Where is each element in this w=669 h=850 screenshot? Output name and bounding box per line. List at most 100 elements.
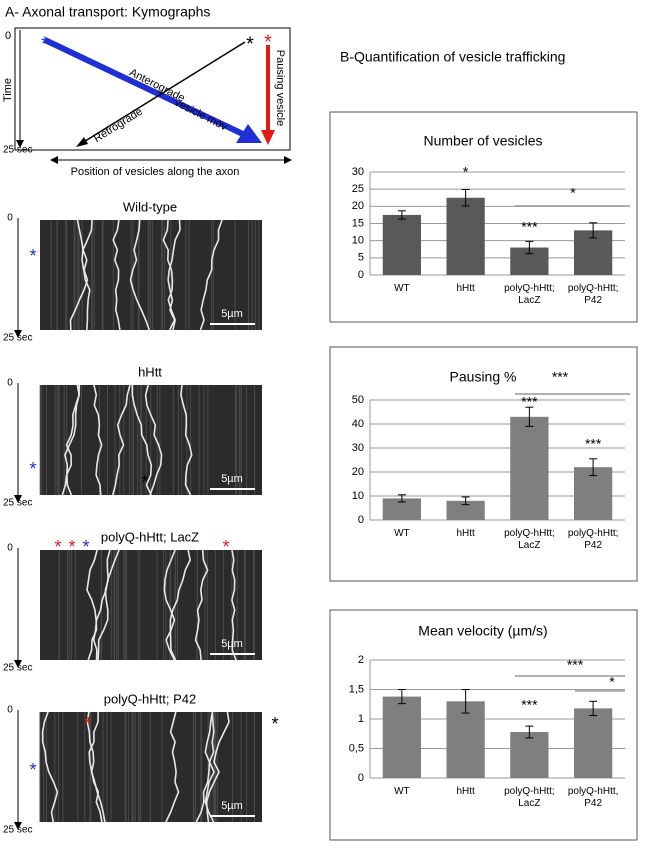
time-start: 0 [5, 30, 11, 42]
kymo-track [93, 384, 103, 496]
kymo-track [199, 219, 223, 331]
chart-box [329, 346, 638, 582]
bar [382, 214, 421, 275]
y-tick-label: 1 [358, 713, 364, 725]
kymo-track [194, 549, 209, 661]
chart-box [329, 111, 638, 323]
arrowhead [50, 156, 58, 164]
marker: * [264, 31, 272, 53]
y-tick-label: 30 [352, 166, 364, 178]
arrowhead [76, 137, 88, 147]
marker: * [68, 537, 75, 557]
schematic-box [14, 27, 291, 151]
marker: * [29, 246, 36, 266]
scale-label: 5µm [221, 308, 243, 320]
marker: * [271, 714, 278, 734]
kymograph [40, 550, 262, 660]
time-start: 0 [7, 705, 13, 716]
marker: * [222, 537, 229, 557]
y-tick-label: 40 [352, 418, 364, 430]
time-label: Time [2, 78, 14, 102]
kymo-track [112, 219, 121, 331]
time-end: 25 sec [3, 145, 32, 156]
y-tick-label: 1,5 [349, 683, 364, 695]
movement-label: vesicle mov [172, 97, 229, 134]
chart-title: Pausing % [450, 369, 517, 385]
kymo-track [167, 219, 181, 331]
annotation: * [570, 185, 576, 201]
annotation: *** [521, 697, 538, 713]
annotation: *** [585, 436, 602, 452]
x-tick-label: WT [394, 786, 410, 797]
time-end: 25 sec [3, 498, 32, 509]
marker: * [29, 760, 36, 780]
time-end: 25 sec [3, 663, 32, 674]
kymo-track [195, 711, 215, 823]
annotation: *** [521, 219, 538, 235]
marker: * [141, 472, 148, 492]
y-tick-label: 0,5 [349, 742, 364, 754]
annotation: *** [521, 394, 538, 410]
panel-b-title: B-Quantification of vesicle trafficking [340, 49, 565, 65]
x-tick-label: polyQ-hHtt; P42 [567, 283, 619, 306]
x-tick-label: WT [394, 528, 410, 539]
scale-label: 5µm [221, 638, 243, 650]
marker: * [41, 33, 49, 55]
arrowhead [14, 822, 22, 830]
bar [574, 708, 613, 778]
kymo-track [162, 219, 177, 331]
kymo-track [131, 385, 153, 496]
arrowhead [284, 156, 292, 164]
arrowhead [14, 330, 22, 338]
kymo-track [64, 384, 81, 496]
x-tick-label: hHtt [456, 528, 475, 539]
marker: * [82, 537, 89, 557]
kymo-track [169, 549, 192, 661]
retrograde-arrow [81, 41, 246, 144]
y-tick-label: 0 [358, 772, 364, 784]
x-tick-label: polyQ-hHtt, P42 [567, 786, 619, 809]
y-tick-label: 10 [352, 235, 364, 247]
time-start: 0 [7, 378, 13, 389]
kymo-track [165, 711, 180, 823]
annotation: * [463, 164, 469, 180]
y-tick-label: 25 [352, 183, 364, 195]
x-tick-label: hHtt [456, 786, 475, 797]
arrowhead [236, 124, 262, 143]
kymo-track [129, 219, 151, 331]
bar [510, 731, 549, 778]
panel-a-title: A- Axonal transport: Kymographs [5, 4, 210, 20]
kymo-track [92, 549, 120, 661]
kymo-track [180, 384, 193, 496]
chart-title: Number of vesicles [423, 133, 542, 149]
y-tick-label: 0 [358, 514, 364, 526]
kymograph-label: Wild-type [123, 199, 177, 214]
kymo-track [112, 384, 131, 496]
arrowhead [14, 495, 22, 503]
x-tick-label: polyQ-hHtt; LacZ [504, 528, 555, 551]
chart-title: Mean velocity (µm/s) [418, 623, 547, 639]
bar [446, 701, 485, 778]
scale-label: 5µm [221, 473, 243, 485]
y-tick-label: 50 [352, 394, 364, 406]
time-end: 25 sec [3, 333, 32, 344]
bar [510, 416, 549, 520]
kymo-track [204, 711, 215, 823]
y-tick-label: 20 [352, 466, 364, 478]
kymograph-label: polyQ-hHtt; P42 [104, 691, 197, 706]
bar [382, 498, 421, 520]
bar [446, 197, 485, 275]
chart-box [329, 609, 638, 841]
x-label: Position of vesicles along the axon [71, 166, 240, 178]
retrograde-label: Retrograde [92, 106, 145, 145]
kymograph-label: polyQ-hHtt; LacZ [101, 529, 199, 544]
arrowhead [16, 140, 24, 148]
bar [382, 696, 421, 778]
y-tick-label: 10 [352, 490, 364, 502]
marker: * [84, 714, 91, 734]
marker: * [246, 33, 254, 55]
bar [446, 500, 485, 520]
x-tick-label: polyQ-hHtt; LacZ [504, 786, 555, 809]
y-tick-label: 30 [352, 442, 364, 454]
